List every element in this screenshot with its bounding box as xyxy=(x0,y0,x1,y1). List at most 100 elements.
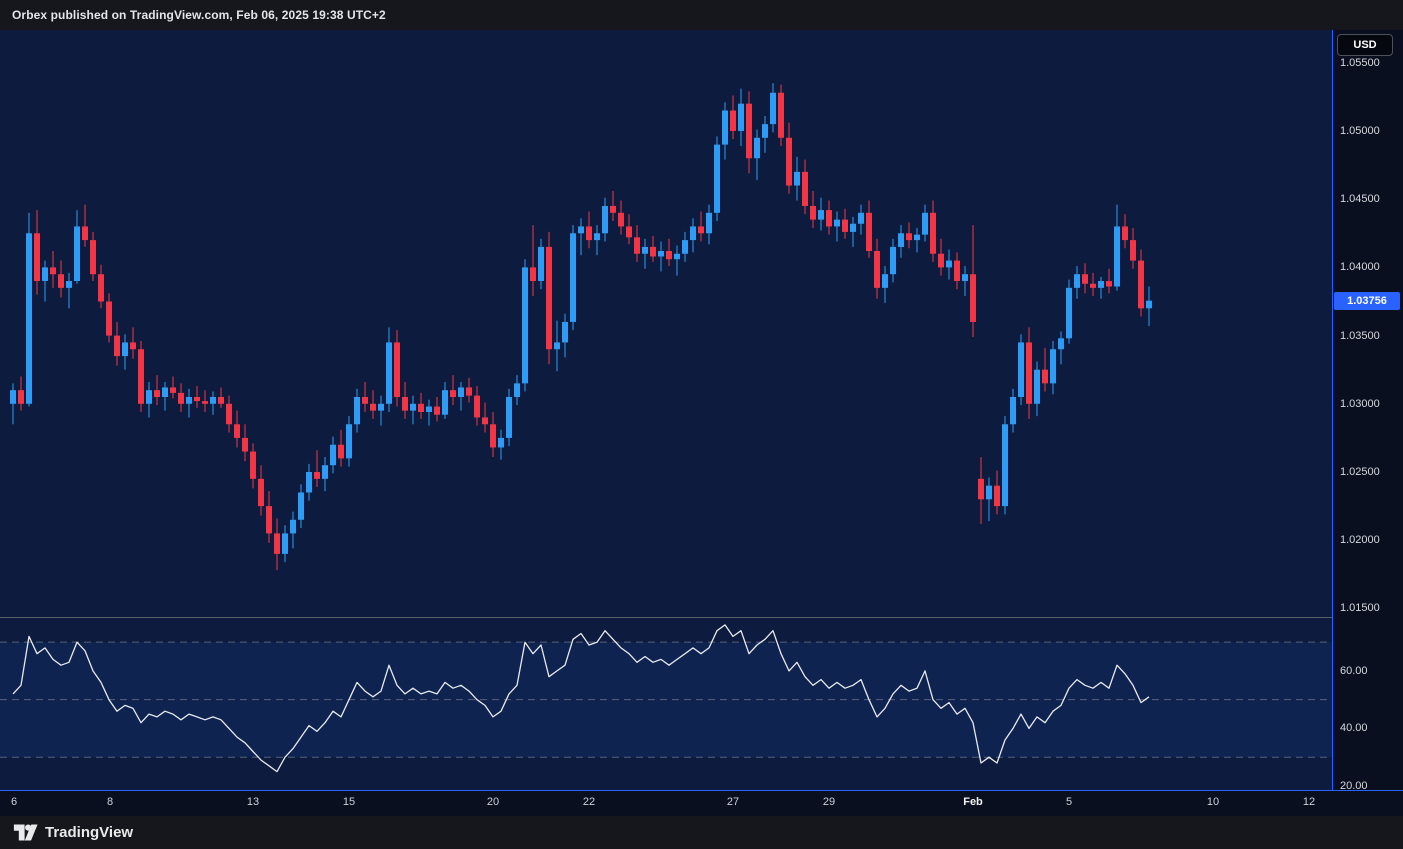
candle-up xyxy=(658,251,664,257)
candle-down xyxy=(258,478,264,507)
candle-up xyxy=(162,387,168,397)
candle-up xyxy=(386,342,392,404)
candle-down xyxy=(18,390,24,404)
candle-up xyxy=(882,274,888,288)
candle-up xyxy=(410,403,416,411)
price-scale[interactable]: USD 1.05500 1.05000 1.04500 1.04000 1.03500 1… xyxy=(1332,30,1403,792)
candle-up xyxy=(834,219,840,227)
candle-down xyxy=(866,212,872,252)
candle-down xyxy=(730,110,736,131)
candle-down xyxy=(362,396,368,404)
candle-down xyxy=(1082,274,1088,284)
time-tick-label: 15 xyxy=(342,796,356,808)
candle-up xyxy=(282,533,288,554)
candle-down xyxy=(1106,281,1112,287)
time-tick-label: Feb xyxy=(963,796,983,808)
candle-down xyxy=(1122,226,1128,241)
candle-down xyxy=(402,396,408,411)
candle-up xyxy=(1018,342,1024,397)
candle-up xyxy=(330,444,336,466)
candle-down xyxy=(274,533,280,554)
candle-down xyxy=(610,205,616,213)
candle-down xyxy=(786,137,792,186)
price-tick-label: 1.03500 xyxy=(1340,329,1380,342)
candle-down xyxy=(130,342,136,350)
candle-up xyxy=(538,246,544,282)
oscillator-line xyxy=(12,624,1150,773)
candle-up xyxy=(378,403,384,411)
price-tick-label: 1.05000 xyxy=(1340,124,1380,137)
candle-up xyxy=(594,233,600,241)
candle-down xyxy=(546,246,552,350)
candle-down xyxy=(450,390,456,397)
candle-down xyxy=(1042,369,1048,384)
price-tick-label: 1.01500 xyxy=(1340,602,1380,615)
tradingview-brand[interactable]: TradingView xyxy=(45,824,134,841)
time-scale[interactable]: 6 8 13 15 20 22 27 29 Feb 5 10 12 xyxy=(0,790,1403,816)
candle-down xyxy=(826,210,832,227)
candle-up xyxy=(10,390,16,404)
candle-up xyxy=(850,223,856,232)
candle-up xyxy=(66,281,72,288)
candle-down xyxy=(90,240,96,275)
time-tick-label: 13 xyxy=(246,796,260,808)
candle-down xyxy=(490,424,496,448)
candle-down xyxy=(482,417,488,425)
candle-down xyxy=(114,335,120,357)
candle-up xyxy=(458,387,464,397)
oscillator-tick-label: 20.00 xyxy=(1340,779,1368,792)
candle-down xyxy=(746,103,752,159)
price-tick-label: 1.02000 xyxy=(1340,534,1380,547)
last-price-badge: 1.03756 xyxy=(1334,291,1400,310)
candle-up xyxy=(1146,300,1152,309)
time-tick-label: 12 xyxy=(1302,796,1316,808)
candle-down xyxy=(970,274,976,322)
candle-down xyxy=(650,246,656,257)
candle-down xyxy=(802,171,808,206)
candle-up xyxy=(74,226,80,282)
pane-separator[interactable] xyxy=(0,617,1332,618)
oscillator-pane[interactable] xyxy=(0,618,1332,790)
candle-up xyxy=(578,226,584,234)
candle-up xyxy=(426,406,432,412)
price-tick-label: 1.02500 xyxy=(1340,466,1380,479)
candle-down xyxy=(170,387,176,393)
candle-down xyxy=(338,444,344,459)
time-tick-label: 20 xyxy=(486,796,500,808)
candle-up xyxy=(1002,424,1008,507)
candle-down xyxy=(994,485,1000,507)
candle-down xyxy=(98,274,104,302)
candle-up xyxy=(1066,287,1072,339)
candle-down xyxy=(314,472,320,479)
time-tick-label: 8 xyxy=(106,796,114,808)
candle-up xyxy=(794,171,800,186)
candle-up xyxy=(554,342,560,350)
candle-up xyxy=(1010,396,1016,425)
currency-usd-button[interactable]: USD xyxy=(1337,34,1393,56)
candle-down xyxy=(394,342,400,397)
time-tick-label: 29 xyxy=(822,796,836,808)
candle-up xyxy=(514,383,520,397)
candle-up xyxy=(506,396,512,438)
candle-up xyxy=(946,260,952,268)
candle-down xyxy=(778,92,784,138)
candle-down xyxy=(474,395,480,418)
price-tick-label: 1.04000 xyxy=(1340,261,1380,274)
candle-down xyxy=(234,424,240,438)
price-chart-pane[interactable] xyxy=(0,30,1332,618)
candle-down xyxy=(250,451,256,479)
candle-down xyxy=(106,301,112,336)
candle-up xyxy=(762,124,768,138)
candle-up xyxy=(1034,369,1040,404)
candle-down xyxy=(666,251,672,260)
candle-down xyxy=(466,387,472,396)
publish-info-bar: Orbex published on TradingView.com, Feb … xyxy=(0,0,1403,30)
candle-down xyxy=(138,349,144,404)
candle-up xyxy=(690,226,696,241)
tradingview-logo-icon[interactable] xyxy=(13,823,38,842)
candle-up xyxy=(714,144,720,213)
candle-down xyxy=(154,390,160,397)
candle-down xyxy=(938,253,944,268)
candle-up xyxy=(898,233,904,247)
